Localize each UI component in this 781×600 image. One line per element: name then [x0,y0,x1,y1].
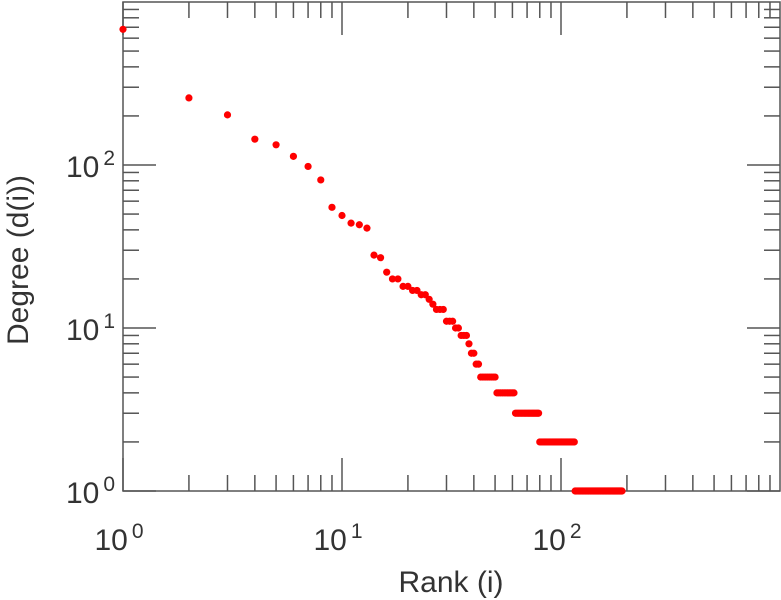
data-point [425,295,433,303]
data-point [491,373,499,381]
data-point [462,331,471,340]
data-points [119,25,626,495]
data-point [429,300,437,308]
y-tick-label: 10 0 [66,473,115,510]
data-point [376,254,385,262]
data-point [474,360,483,368]
x-tick-label: 10 1 [313,520,362,557]
data-point [363,224,371,232]
data-point [388,275,397,283]
data-point [534,409,543,417]
data-point [465,340,473,348]
x-axis-label: Rank (i) [398,566,503,599]
data-point [618,487,626,495]
data-point [119,25,127,33]
plot-frame [122,1,781,492]
axis-ticks [122,2,780,492]
data-point [338,211,346,220]
data-point [439,305,447,314]
data-point [470,349,478,357]
y-tick-label: 10 1 [66,310,115,347]
data-point [510,389,518,397]
data-point [570,438,578,446]
data-point [317,176,325,184]
data-point [251,135,259,143]
x-tick-label: 10 0 [94,520,143,557]
data-point [289,152,298,160]
data-point [404,282,412,290]
data-point [370,251,378,259]
data-point [449,317,457,325]
data-point [347,219,355,227]
x-tick-labels: 10 0 10 1 10 2 [94,520,581,557]
data-point [185,94,193,102]
data-point [383,268,391,276]
data-point [272,141,280,149]
data-point [304,162,312,171]
data-point [223,111,232,119]
data-point [394,275,402,283]
y-tick-label: 10 2 [66,147,115,184]
x-tick-label: 10 2 [532,520,581,557]
y-axis-label: Degree (d(i)) [2,175,35,345]
data-point [355,221,363,229]
data-point [328,203,336,211]
data-point [454,324,462,332]
